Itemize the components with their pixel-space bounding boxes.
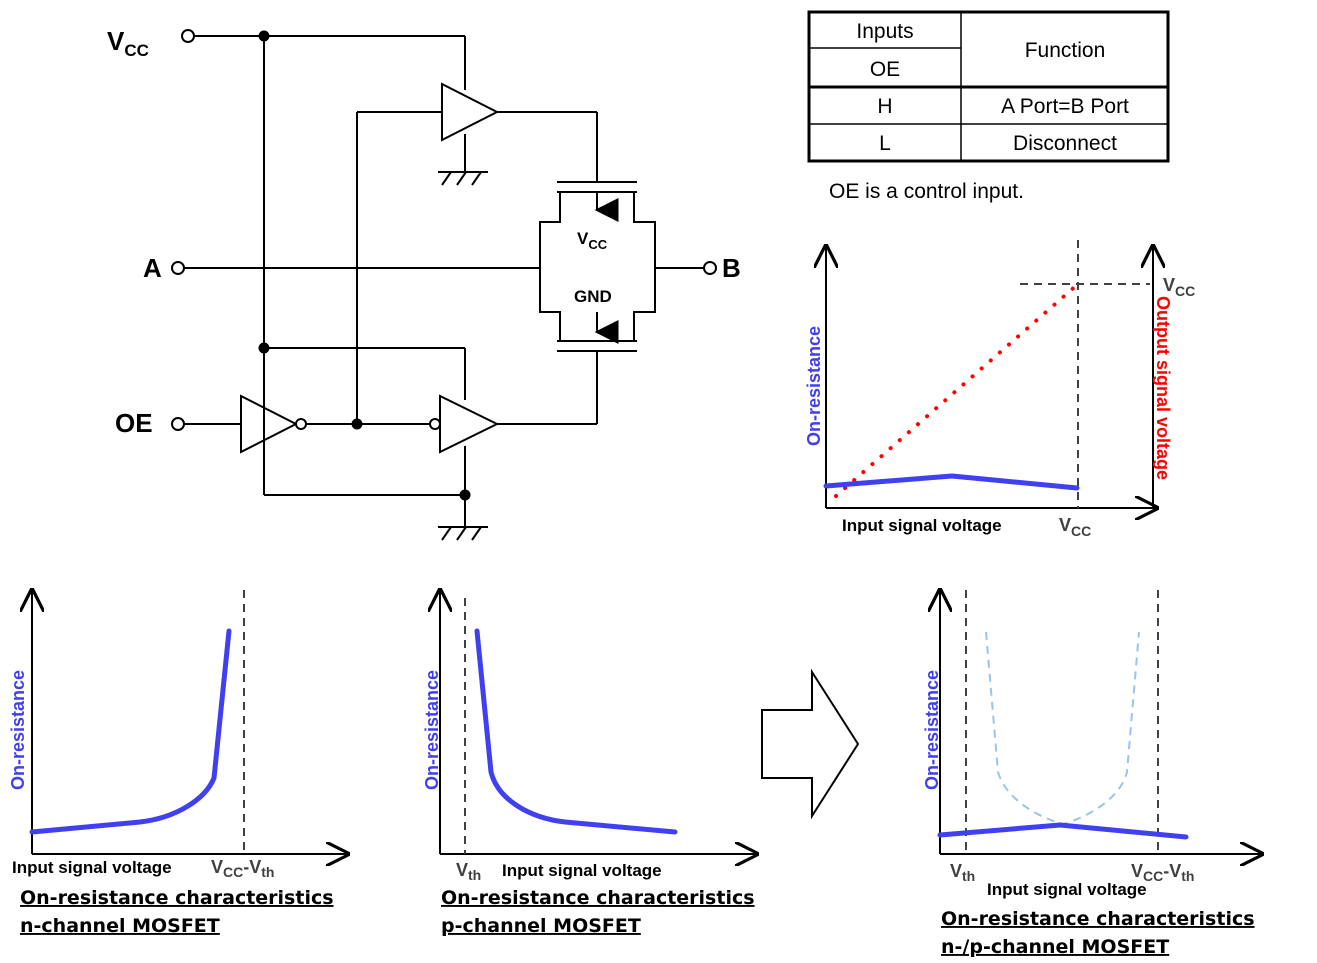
inverter-bubble bbox=[295, 418, 307, 430]
table-cell-oe: L bbox=[879, 132, 891, 155]
chart-caption-line2: p-channel MOSFET bbox=[441, 915, 641, 937]
y-axis-label-right: Output signal voltage bbox=[1153, 296, 1173, 480]
vcc-terminal-label: VCC bbox=[107, 26, 149, 60]
table-header-oe: OE bbox=[870, 58, 900, 81]
table-cell-function: A Port=B Port bbox=[1001, 95, 1129, 118]
switch-circuit: VCC A bbox=[107, 26, 741, 541]
table-header-function: Function bbox=[1025, 39, 1106, 62]
terminal-b-label: B bbox=[722, 253, 741, 283]
x-axis-mark: Vth bbox=[456, 860, 481, 883]
on-resistance-curve-n bbox=[29, 628, 232, 835]
combined-chart: On-resistance Vth VCC-Vth Input signal v… bbox=[922, 590, 1262, 958]
ground-junction-dot bbox=[459, 489, 471, 501]
arrow-right-icon bbox=[761, 668, 860, 820]
table-header-inputs: Inputs bbox=[856, 20, 913, 43]
ground-symbol-upper bbox=[438, 171, 488, 186]
lower-buffer-gate bbox=[439, 394, 500, 454]
on-resistance-curve-p bbox=[474, 628, 678, 835]
lower-buffer-bubble bbox=[429, 418, 441, 430]
combined-on-resistance-curve bbox=[937, 822, 1189, 840]
terminal-a bbox=[171, 261, 185, 275]
pmos-chart: On-resistance Vth Input signal voltage O… bbox=[422, 590, 757, 937]
table-cell-function: Disconnect bbox=[1013, 132, 1117, 155]
chart-caption-line1: On-resistance characteristics bbox=[441, 887, 755, 909]
y-vcc-label: VCC bbox=[1163, 275, 1195, 299]
x-axis-vcc-label: VCC bbox=[1059, 515, 1091, 539]
on-resistance-curve bbox=[823, 473, 1080, 491]
x-axis-mark-left: Vth bbox=[950, 861, 975, 884]
y-axis-label: On-resistance bbox=[422, 670, 442, 790]
nmos-chart: On-resistance Input signal voltage VCC-V… bbox=[8, 590, 348, 937]
table-note: OE is a control input. bbox=[829, 180, 1024, 203]
individual-curves-ghost bbox=[985, 631, 1140, 826]
ground-symbol-lower bbox=[438, 526, 488, 541]
terminal-b bbox=[703, 261, 717, 275]
x-axis-label: Input signal voltage bbox=[842, 516, 1002, 535]
y-axis-label: On-resistance bbox=[922, 670, 942, 790]
output-voltage-dotted-line bbox=[834, 282, 1080, 498]
chart-caption-line2: n-channel MOSFET bbox=[20, 915, 220, 937]
terminal-oe bbox=[171, 417, 185, 431]
x-axis-label: Input signal voltage bbox=[987, 880, 1147, 899]
terminal-oe-label: OE bbox=[115, 408, 153, 438]
y-axis-label: On-resistance bbox=[8, 670, 28, 790]
switch-vcc-label: VCC bbox=[577, 229, 608, 252]
switch-gnd-label: GND bbox=[574, 287, 612, 306]
chart-caption-line2: n-/p-channel MOSFET bbox=[941, 936, 1169, 958]
chart-caption-line1: On-resistance characteristics bbox=[20, 887, 334, 909]
vcc-terminal bbox=[181, 29, 195, 43]
chart-caption-line1: On-resistance characteristics bbox=[941, 908, 1255, 930]
truth-table: Inputs OE Function H A Port=B Port L Dis… bbox=[807, 10, 1170, 163]
y-axis-label-left: On-resistance bbox=[804, 326, 824, 446]
table-cell-oe: H bbox=[877, 95, 892, 118]
oe-inverter-gate bbox=[240, 394, 299, 454]
transmission-gate bbox=[539, 181, 656, 352]
x-axis-label: Input signal voltage bbox=[502, 861, 662, 880]
x-axis-mark-right: VCC-Vth bbox=[1131, 861, 1194, 884]
x-axis-label: Input signal voltage bbox=[12, 858, 172, 877]
output-chart: Input signal voltage VCC VCC On-resistan… bbox=[804, 240, 1195, 539]
terminal-a-label: A bbox=[143, 253, 162, 283]
upper-buffer-gate bbox=[441, 82, 500, 142]
x-axis-mark: VCC-Vth bbox=[211, 857, 274, 880]
